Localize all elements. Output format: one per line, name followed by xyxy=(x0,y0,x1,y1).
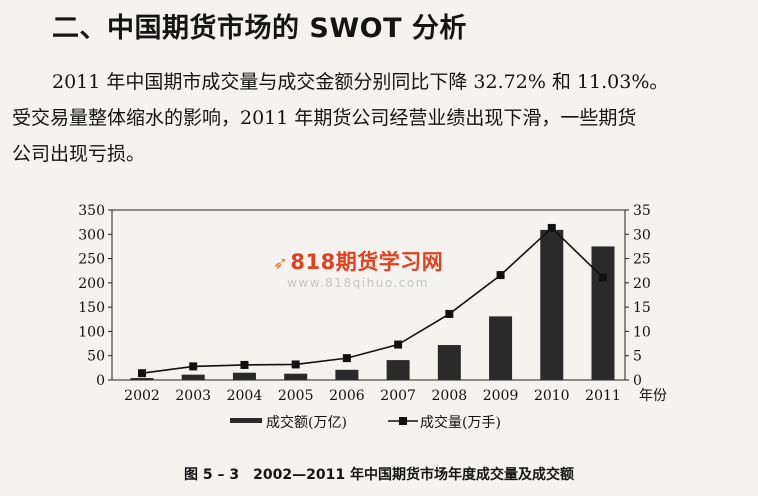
legend: 成交额(万亿) 成交量(万手) xyxy=(230,414,501,431)
right-tick-label: 20 xyxy=(633,276,651,292)
x-tick-label: 2009 xyxy=(483,388,519,404)
right-tick-label: 5 xyxy=(633,349,642,365)
right-tick-label: 35 xyxy=(633,203,651,219)
x-unit-label: 年份 xyxy=(639,388,667,404)
line-marker-2010 xyxy=(547,223,556,232)
x-tick-label: 2005 xyxy=(278,388,314,404)
bar-2011 xyxy=(591,246,615,380)
combo-chart: 0 50 100 150 200 250 300 350 0 5 10 15 20 25 30 35 200… xyxy=(78,203,667,431)
right-y-axis: 0 5 10 15 20 25 30 35 xyxy=(625,203,651,389)
body-paragraph: 2011 年中国期市成交量与成交金额分别同比下降 32.72% 和 11.03%… xyxy=(0,64,758,172)
bar-2006 xyxy=(335,369,359,380)
line-marker-2009 xyxy=(496,271,505,280)
line-marker-2003 xyxy=(189,362,198,371)
right-tick-label: 0 xyxy=(633,373,642,389)
bar-2008 xyxy=(437,345,461,380)
figure-caption: 图 5 – 3 2002—2011 年中国期货市场年度成交量及成交额 xyxy=(0,464,758,484)
legend-line-label: 成交量(万手) xyxy=(420,414,501,431)
right-tick-label: 30 xyxy=(633,227,651,243)
bar-2010 xyxy=(540,229,564,380)
left-tick-label: 50 xyxy=(87,349,105,365)
legend-line-marker xyxy=(399,417,407,425)
paragraph-line-2: 受交易量整体缩水的影响，2011 年期货公司经营业绩出现下滑，一些期货 xyxy=(12,107,637,129)
line-marker-2011 xyxy=(599,273,607,282)
line-marker-2002 xyxy=(138,369,146,378)
line-path xyxy=(141,226,604,374)
paragraph-line-3: 公司出现亏损。 xyxy=(12,143,146,165)
bar-2003 xyxy=(181,374,205,380)
paragraph-line-1: 2011 年中国期市成交量与成交金额分别同比下降 32.72% 和 11.03%… xyxy=(52,71,669,93)
left-y-axis: 0 50 100 150 200 250 300 350 xyxy=(78,203,112,389)
x-tick-label: 2007 xyxy=(380,388,416,404)
bar-2007 xyxy=(386,360,410,380)
x-tick-label: 2010 xyxy=(534,388,570,404)
line-marker-2008 xyxy=(445,309,454,318)
bar-2004 xyxy=(232,372,256,380)
x-tick-label: 2003 xyxy=(175,388,211,404)
left-tick-label: 0 xyxy=(96,373,105,389)
left-tick-label: 350 xyxy=(78,203,105,219)
x-tick-label: 2002 xyxy=(124,388,160,404)
line-marker-2006 xyxy=(342,354,351,363)
left-tick-label: 100 xyxy=(78,324,105,340)
right-tick-label: 15 xyxy=(633,300,651,316)
right-tick-label: 25 xyxy=(633,252,651,268)
bar-2005 xyxy=(284,373,308,380)
x-tick-label: 2011 xyxy=(585,388,621,404)
legend-bar-swatch xyxy=(230,418,262,423)
section-heading: 二、中国期货市场的 SWOT 分析 xyxy=(52,13,467,44)
figure-number: 图 5 – 3 xyxy=(184,467,240,483)
plot-area-frame xyxy=(111,209,626,381)
bar-2009 xyxy=(489,316,513,380)
line-series xyxy=(138,223,607,378)
bar-2002 xyxy=(130,378,154,380)
left-tick-label: 150 xyxy=(78,300,105,316)
x-tick-label: 2008 xyxy=(432,388,468,404)
x-tick-label: 2004 xyxy=(227,388,263,404)
right-tick-label: 10 xyxy=(633,324,651,340)
left-tick-label: 250 xyxy=(78,252,105,268)
legend-bar-label: 成交额(万亿) xyxy=(266,414,347,431)
left-tick-label: 200 xyxy=(78,276,105,292)
x-tick-label: 2006 xyxy=(329,388,365,404)
figure-title: 2002—2011 年中国期货市场年度成交量及成交额 xyxy=(253,467,574,483)
left-tick-label: 300 xyxy=(78,227,105,243)
line-marker-2005 xyxy=(291,360,300,369)
line-marker-2007 xyxy=(394,340,403,349)
x-axis: 2002 2003 2004 2005 2006 2007 2008 2009 2010 2011… xyxy=(124,388,667,404)
line-marker-2004 xyxy=(240,360,249,369)
bar-series xyxy=(130,229,615,380)
